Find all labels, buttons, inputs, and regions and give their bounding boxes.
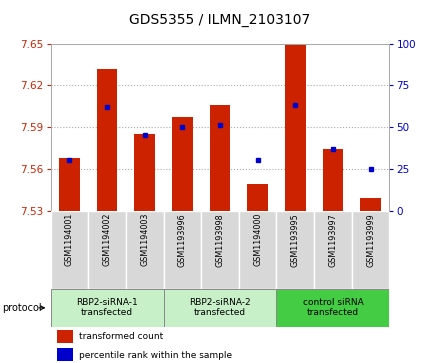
Bar — [323, 149, 343, 211]
Text: GDS5355 / ILMN_2103107: GDS5355 / ILMN_2103107 — [129, 13, 311, 27]
Bar — [57, 330, 73, 343]
Text: GSM1193999: GSM1193999 — [366, 213, 375, 267]
Bar — [352, 211, 389, 289]
Bar — [360, 198, 381, 211]
Bar — [276, 289, 389, 327]
Bar — [239, 211, 276, 289]
Text: GSM1194001: GSM1194001 — [65, 213, 74, 266]
Bar — [97, 69, 117, 211]
Text: GSM1193996: GSM1193996 — [178, 213, 187, 266]
Text: GSM1193997: GSM1193997 — [328, 213, 337, 267]
Text: GSM1193998: GSM1193998 — [216, 213, 224, 266]
Bar — [51, 289, 164, 327]
Text: GSM1194002: GSM1194002 — [103, 213, 112, 266]
Text: protocol: protocol — [2, 303, 42, 313]
Text: transformed count: transformed count — [79, 333, 164, 341]
Text: RBP2-siRNA-1
transfected: RBP2-siRNA-1 transfected — [76, 298, 138, 317]
Bar — [201, 211, 239, 289]
Bar — [59, 158, 80, 211]
Text: percentile rank within the sample: percentile rank within the sample — [79, 351, 232, 359]
Bar — [314, 211, 352, 289]
Bar — [57, 348, 73, 361]
Bar — [164, 211, 201, 289]
Bar — [247, 184, 268, 211]
Text: control siRNA
transfected: control siRNA transfected — [303, 298, 363, 317]
Bar — [209, 105, 231, 211]
Bar — [51, 211, 88, 289]
Bar — [126, 211, 164, 289]
Bar — [164, 289, 276, 327]
Text: GSM1194003: GSM1194003 — [140, 213, 149, 266]
Text: GSM1194000: GSM1194000 — [253, 213, 262, 266]
Bar — [88, 211, 126, 289]
Bar — [172, 117, 193, 211]
Bar — [285, 42, 306, 211]
Bar — [276, 211, 314, 289]
Text: GSM1193995: GSM1193995 — [291, 213, 300, 267]
Text: RBP2-siRNA-2
transfected: RBP2-siRNA-2 transfected — [189, 298, 251, 317]
Bar — [134, 134, 155, 211]
